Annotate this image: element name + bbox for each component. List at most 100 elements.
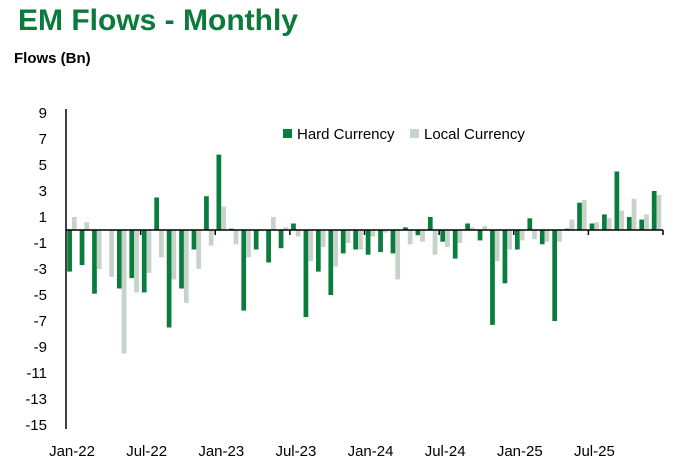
bar-local-currency-dec-24 [507, 230, 513, 250]
bar-hard-currency-sep-22 [166, 230, 172, 328]
bar-hard-currency-jun-24 [427, 217, 433, 230]
bar-hard-currency-feb-25 [527, 218, 533, 230]
bar-local-currency-feb-25 [532, 230, 537, 240]
bar-hard-currency-apr-25 [552, 230, 558, 321]
bar-local-currency-aug-25 [606, 218, 612, 230]
bar-local-currency-sep-23 [320, 230, 326, 247]
bar-local-currency-mar-23 [246, 230, 251, 258]
bar-hard-currency-mar-23 [241, 230, 247, 311]
bar-local-currency-may-25 [569, 219, 575, 230]
bar-local-currency-feb-23 [233, 230, 239, 245]
bar-hard-currency-jul-22 [141, 230, 147, 293]
bar-hard-currency-jan-24 [365, 230, 371, 255]
bar-hard-currency-mar-24 [390, 230, 396, 254]
bar-hard-currency-dec-23 [353, 230, 359, 250]
bar-hard-currency-feb-22 [79, 230, 85, 266]
bar-hard-currency-apr-23 [253, 230, 259, 250]
bar-local-currency-nov-24 [494, 230, 500, 262]
bar-local-currency-feb-24 [382, 230, 388, 233]
bar-local-currency-may-24 [420, 230, 425, 242]
bar-hard-currency-may-23 [266, 230, 271, 263]
y-tick-label: 1 [39, 209, 47, 226]
y-tick-label: -13 [25, 391, 47, 408]
bar-local-currency-nov-25 [644, 214, 649, 230]
bar-local-currency-oct-22 [183, 230, 189, 303]
x-tick-label: Jan-24 [348, 443, 394, 460]
bar-local-currency-oct-24 [482, 226, 488, 230]
y-tick-label: -7 [34, 313, 47, 330]
legend-label-hard-currency: Hard Currency [297, 126, 395, 143]
x-tick-label: Jul-25 [574, 443, 615, 460]
bar-hard-currency-nov-25 [639, 219, 645, 230]
bar-local-currency-jun-23 [283, 227, 289, 230]
y-axis-label: Flows (Bn) [14, 50, 91, 67]
y-axis-ticks: 9 7 5 3 1 -1 -3 -5 -7 -9 -11 -13 -15 [25, 105, 47, 434]
bar-local-currency-dec-23 [358, 230, 363, 250]
y-tick-label: 3 [39, 183, 47, 200]
bar-hard-currency-nov-22 [191, 230, 197, 250]
bar-hard-currency-may-24 [415, 230, 421, 236]
bar-local-currency-jul-23 [295, 230, 301, 237]
bar-local-currency-mar-22 [96, 230, 102, 269]
bar-hard-currency-jul-25 [589, 223, 595, 230]
bar-hard-currency-jun-23 [278, 230, 284, 249]
y-tick-label: 7 [39, 131, 47, 148]
bar-local-currency-jun-25 [581, 200, 587, 230]
bar-local-currency-apr-22 [109, 230, 115, 277]
bar-local-currency-apr-24 [407, 230, 413, 245]
bar-hard-currency-oct-22 [179, 230, 184, 289]
bar-local-currency-jan-22 [71, 217, 77, 230]
bar-local-currency-jan-25 [519, 230, 525, 241]
bar-hard-currency-dec-22 [204, 196, 209, 230]
bar-hard-currency-may-22 [116, 230, 122, 289]
bar-local-currency-sep-25 [619, 210, 624, 230]
bar-local-currency-jul-22 [146, 230, 152, 273]
bar-local-currency-aug-22 [159, 230, 164, 258]
legend-swatch-hard-currency [283, 129, 292, 138]
bar-local-currency-jan-23 [221, 206, 226, 230]
x-tick-label: Jan-23 [198, 443, 244, 460]
bar-hard-currency-apr-24 [403, 227, 408, 230]
y-tick-label: 9 [39, 105, 47, 122]
bar-local-currency-dec-25 [656, 194, 662, 230]
x-tick-label: Jan-22 [49, 443, 95, 460]
y-tick-label: -1 [34, 235, 47, 252]
x-tick-label: Jul-22 [126, 443, 167, 460]
bar-hard-currency-mar-22 [92, 230, 97, 294]
legend: Hard Currency Local Currency [283, 126, 525, 143]
y-tick-label: -15 [25, 417, 47, 434]
bar-hard-currency-oct-23 [328, 230, 334, 295]
bar-local-currency-jul-24 [445, 230, 450, 247]
bar-hard-currency-nov-23 [340, 230, 346, 254]
x-tick-label: Jul-24 [425, 443, 466, 460]
legend-label-local-currency: Local Currency [424, 126, 525, 143]
bar-local-currency-sep-24 [469, 227, 475, 230]
bar-hard-currency-jul-24 [440, 230, 446, 242]
y-tick-label: -11 [26, 365, 47, 382]
bar-hard-currency-jan-23 [216, 154, 222, 230]
bar-local-currency-jan-24 [370, 230, 376, 237]
bar-local-currency-nov-22 [196, 230, 202, 269]
x-tick-label: Jul-23 [275, 443, 316, 460]
bar-local-currency-dec-22 [208, 230, 214, 246]
bar-local-currency-nov-23 [345, 230, 351, 243]
bar-local-currency-mar-25 [544, 230, 550, 242]
x-axis-ticks: Jan-22 Jul-22 Jan-23 Jul-23 Jan-24 Jul-24 Jan-… [49, 443, 615, 460]
bar-hard-currency-feb-24 [378, 230, 383, 253]
bar-hard-currency-dec-24 [502, 230, 508, 284]
y-tick-label: 5 [39, 157, 47, 174]
bar-local-currency-aug-24 [457, 230, 463, 243]
bar-local-currency-may-23 [270, 217, 276, 230]
bar-hard-currency-mar-25 [539, 230, 545, 245]
bar-local-currency-jul-25 [594, 222, 600, 230]
bar-local-currency-jun-24 [432, 230, 438, 255]
bar-local-currency-may-22 [121, 230, 127, 354]
y-tick-label: -9 [34, 339, 47, 356]
x-tick-label: Jan-25 [497, 443, 543, 460]
bar-local-currency-oct-23 [333, 230, 338, 267]
bar-local-currency-feb-22 [84, 222, 90, 230]
bar-hard-currency-oct-25 [626, 217, 632, 230]
bar-local-currency-sep-22 [171, 230, 177, 280]
bar-hard-currency-dec-25 [651, 191, 657, 230]
bar-hard-currency-sep-25 [614, 171, 620, 230]
